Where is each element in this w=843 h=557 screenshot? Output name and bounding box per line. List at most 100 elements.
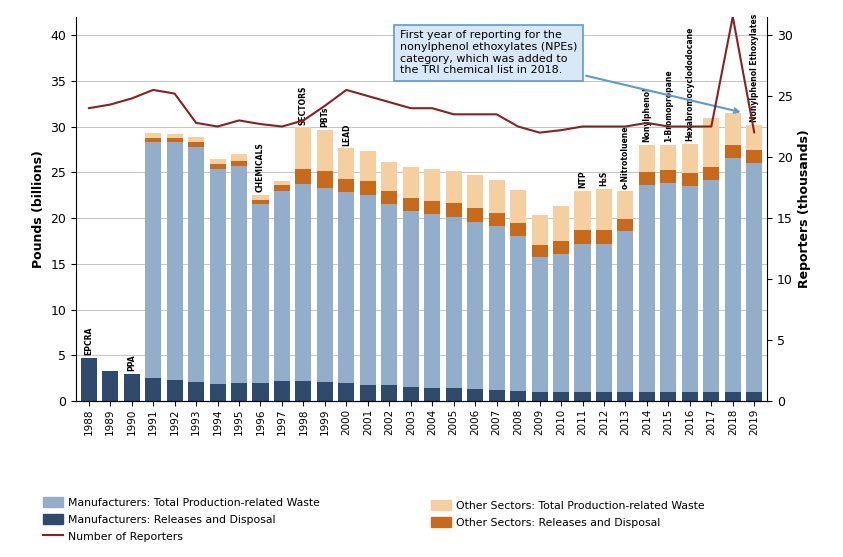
- Bar: [210, 169, 226, 384]
- Bar: [210, 164, 226, 169]
- Text: First year of reporting for the
nonylphenol ethoxylates (NPEs)
category, which w: First year of reporting for the nonylphe…: [400, 31, 738, 113]
- Text: Nonylphenol Ethoxylates: Nonylphenol Ethoxylates: [749, 14, 759, 122]
- Text: 1-Bromopropane: 1-Bromopropane: [664, 70, 673, 142]
- Bar: [746, 392, 762, 401]
- Bar: [210, 384, 226, 401]
- Bar: [574, 230, 591, 243]
- Bar: [617, 392, 633, 401]
- Bar: [167, 134, 183, 139]
- Text: NTP: NTP: [578, 170, 587, 188]
- Bar: [295, 169, 311, 184]
- Bar: [446, 388, 462, 401]
- Legend: Manufacturers: Total Production-related Waste, Manufacturers: Releases and Dispo: Manufacturers: Total Production-related …: [39, 493, 325, 546]
- Bar: [682, 173, 698, 186]
- Text: LEAD: LEAD: [342, 123, 351, 146]
- Bar: [746, 163, 762, 392]
- Bar: [596, 392, 612, 401]
- Bar: [124, 374, 140, 401]
- Bar: [274, 180, 290, 185]
- Bar: [489, 390, 505, 401]
- Bar: [252, 195, 269, 200]
- Bar: [403, 211, 419, 387]
- Bar: [381, 385, 397, 401]
- Bar: [102, 371, 118, 401]
- Bar: [703, 118, 719, 167]
- Bar: [446, 217, 462, 388]
- Bar: [596, 230, 612, 243]
- Bar: [532, 215, 548, 246]
- Bar: [274, 381, 290, 401]
- Bar: [532, 257, 548, 392]
- Bar: [381, 204, 397, 385]
- Bar: [424, 388, 440, 401]
- Bar: [188, 142, 204, 146]
- Text: Hexabromocyclododocane: Hexabromocyclododocane: [685, 27, 695, 141]
- Bar: [231, 166, 247, 383]
- Bar: [489, 213, 505, 226]
- Text: PPA: PPA: [127, 354, 137, 371]
- Bar: [553, 241, 569, 254]
- Bar: [252, 383, 269, 401]
- Bar: [210, 159, 226, 164]
- Text: SECTORS: SECTORS: [299, 85, 308, 125]
- Bar: [338, 192, 354, 383]
- Bar: [381, 162, 397, 192]
- Bar: [467, 175, 483, 208]
- Bar: [553, 206, 569, 241]
- Bar: [510, 236, 526, 391]
- Bar: [167, 139, 183, 142]
- Bar: [252, 200, 269, 204]
- Bar: [274, 190, 290, 381]
- Bar: [746, 125, 762, 150]
- Bar: [360, 182, 376, 195]
- Bar: [682, 392, 698, 401]
- Bar: [231, 154, 247, 162]
- Bar: [574, 190, 591, 230]
- Bar: [574, 243, 591, 392]
- Bar: [510, 223, 526, 236]
- Bar: [231, 162, 247, 166]
- Bar: [252, 204, 269, 383]
- Bar: [424, 201, 440, 214]
- Bar: [467, 222, 483, 389]
- Bar: [338, 149, 354, 179]
- Bar: [424, 169, 440, 201]
- Bar: [188, 382, 204, 401]
- Bar: [145, 133, 161, 139]
- Bar: [639, 185, 655, 392]
- Bar: [317, 130, 333, 172]
- Bar: [682, 144, 698, 173]
- Bar: [317, 382, 333, 401]
- Bar: [467, 208, 483, 222]
- Bar: [660, 183, 676, 392]
- Bar: [725, 158, 741, 392]
- Bar: [596, 243, 612, 392]
- Y-axis label: Reporters (thousands): Reporters (thousands): [798, 129, 811, 289]
- Bar: [660, 145, 676, 170]
- Text: CHEMICALS: CHEMICALS: [256, 143, 265, 192]
- Text: Nonylphenol: Nonylphenol: [642, 87, 652, 142]
- Bar: [510, 391, 526, 401]
- Bar: [446, 172, 462, 203]
- Bar: [746, 150, 762, 163]
- Bar: [682, 186, 698, 392]
- Bar: [467, 389, 483, 401]
- Bar: [317, 172, 333, 188]
- Bar: [295, 184, 311, 381]
- Bar: [403, 167, 419, 198]
- Text: H₂S: H₂S: [599, 171, 609, 186]
- Bar: [295, 381, 311, 401]
- Bar: [596, 189, 612, 230]
- Bar: [381, 192, 397, 204]
- Bar: [510, 189, 526, 223]
- Text: o-Nitrotoluene: o-Nitrotoluene: [621, 125, 630, 189]
- Bar: [145, 378, 161, 401]
- Bar: [188, 146, 204, 382]
- Bar: [424, 214, 440, 388]
- Bar: [338, 383, 354, 401]
- Bar: [639, 392, 655, 401]
- Bar: [725, 145, 741, 158]
- Bar: [167, 380, 183, 401]
- Bar: [639, 145, 655, 172]
- Bar: [617, 231, 633, 392]
